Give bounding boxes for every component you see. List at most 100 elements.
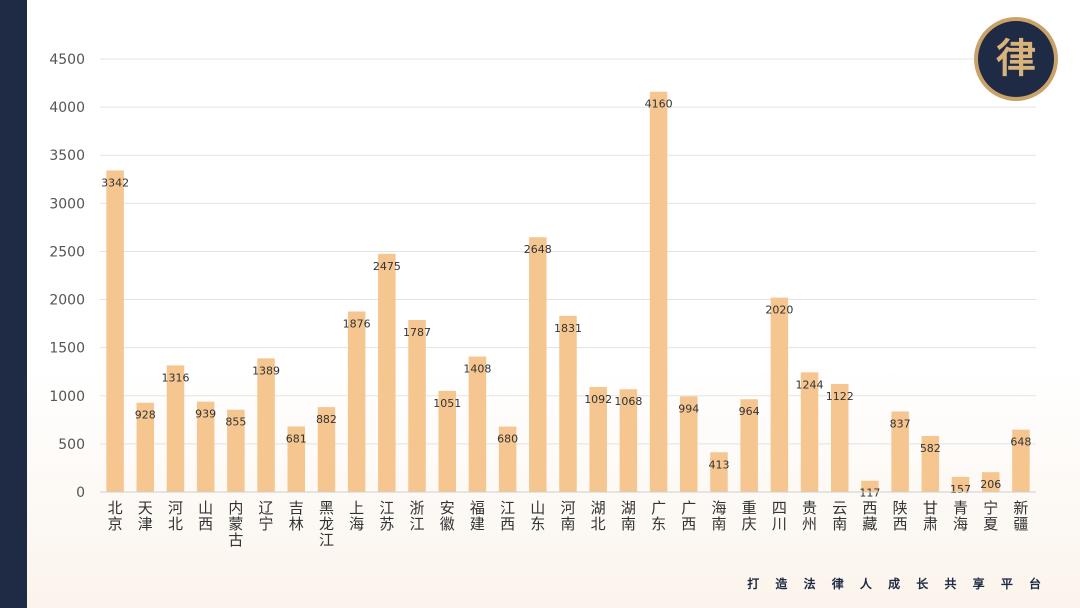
x-tick-label: 天津 bbox=[138, 499, 153, 533]
data-label: 1389 bbox=[252, 364, 280, 377]
data-label: 1068 bbox=[614, 395, 642, 408]
bar bbox=[770, 297, 789, 492]
y-tick-label: 2500 bbox=[49, 244, 85, 260]
x-tick-label: 浙江 bbox=[410, 499, 425, 533]
bar bbox=[1012, 429, 1030, 492]
bar bbox=[106, 170, 124, 492]
bar bbox=[981, 472, 1000, 492]
x-tick-label: 广西 bbox=[681, 499, 696, 533]
bar bbox=[951, 476, 970, 492]
y-tick-label: 3500 bbox=[49, 148, 85, 164]
bar bbox=[166, 365, 185, 492]
bar bbox=[438, 390, 456, 492]
x-tick-label: 江苏 bbox=[379, 499, 394, 533]
bar bbox=[287, 426, 306, 492]
bar bbox=[710, 452, 728, 492]
x-tick-label: 贵州 bbox=[802, 499, 817, 533]
x-tick-label: 陕西 bbox=[893, 499, 908, 533]
data-label: 1244 bbox=[796, 378, 824, 391]
x-tick-label: 山东 bbox=[530, 499, 545, 533]
data-label: 117 bbox=[859, 487, 880, 500]
x-tick-label: 吉林 bbox=[289, 499, 304, 533]
data-label: 1787 bbox=[403, 326, 431, 339]
x-tick-label: 宁夏 bbox=[983, 499, 998, 533]
x-tick-label: 黑龙江 bbox=[319, 499, 334, 549]
x-tick-label: 福建 bbox=[470, 499, 485, 533]
data-label: 939 bbox=[195, 408, 216, 421]
bar bbox=[529, 237, 547, 492]
data-label: 994 bbox=[678, 402, 699, 415]
data-label: 157 bbox=[950, 483, 971, 496]
x-tick-label: 重庆 bbox=[742, 499, 757, 533]
data-label: 413 bbox=[708, 458, 729, 471]
data-label: 206 bbox=[980, 478, 1001, 491]
data-label: 648 bbox=[1010, 436, 1031, 449]
x-tick-label: 新疆 bbox=[1013, 499, 1028, 533]
logo: 律 bbox=[974, 17, 1058, 101]
x-tick-label: 青海 bbox=[953, 499, 968, 533]
x-tick-label: 西藏 bbox=[862, 499, 877, 533]
data-label: 1876 bbox=[343, 317, 371, 330]
data-label: 837 bbox=[890, 417, 911, 430]
x-tick-label: 上海 bbox=[349, 499, 364, 533]
bar bbox=[559, 315, 577, 492]
data-label: 1122 bbox=[826, 390, 854, 403]
x-tick-label: 山西 bbox=[198, 499, 213, 533]
y-tick-label: 3000 bbox=[49, 196, 85, 212]
bar bbox=[408, 320, 426, 492]
bar bbox=[347, 311, 366, 492]
x-tick-label: 江西 bbox=[500, 499, 515, 533]
x-tick-label: 四川 bbox=[772, 499, 787, 533]
y-tick-label: 2000 bbox=[49, 293, 85, 309]
bar bbox=[740, 399, 758, 492]
law-firm-logo-icon: 律 bbox=[978, 21, 1054, 97]
x-tick-label: 安徽 bbox=[440, 499, 455, 533]
data-label: 1092 bbox=[584, 393, 612, 406]
y-tick-label: 1500 bbox=[49, 341, 85, 357]
x-tick-label: 河南 bbox=[560, 499, 575, 533]
bar bbox=[649, 91, 668, 493]
bar bbox=[619, 389, 638, 492]
data-label: 680 bbox=[497, 433, 518, 446]
slogan: 打 造 法 律 人 成 长 共 享 平 台 bbox=[747, 577, 1047, 591]
bar bbox=[891, 411, 909, 492]
bar bbox=[589, 386, 607, 492]
x-tick-label: 辽宁 bbox=[259, 499, 274, 533]
bar bbox=[378, 253, 396, 492]
data-label: 582 bbox=[920, 442, 941, 455]
bar bbox=[196, 401, 215, 492]
bar bbox=[800, 372, 819, 492]
x-tick-label: 北京 bbox=[108, 499, 123, 533]
left-accent-bar bbox=[0, 0, 27, 608]
data-label: 681 bbox=[286, 432, 307, 445]
x-tick-label: 广东 bbox=[651, 499, 666, 533]
bar bbox=[921, 435, 940, 492]
bar bbox=[498, 426, 517, 492]
bar bbox=[830, 384, 849, 492]
bar bbox=[680, 396, 698, 492]
data-label: 4160 bbox=[645, 98, 673, 111]
data-label: 2020 bbox=[765, 304, 793, 317]
y-tick-label: 4000 bbox=[49, 100, 85, 116]
bar bbox=[861, 480, 879, 492]
data-label: 855 bbox=[225, 416, 246, 429]
data-label: 928 bbox=[135, 409, 156, 422]
bar bbox=[257, 358, 275, 492]
x-tick-label: 内蒙古 bbox=[228, 499, 243, 549]
x-tick-label: 海南 bbox=[711, 499, 726, 533]
data-label: 1051 bbox=[433, 397, 461, 410]
y-tick-label: 1000 bbox=[49, 389, 85, 405]
y-tick-label: 500 bbox=[58, 437, 85, 453]
data-label: 1831 bbox=[554, 322, 582, 335]
data-label: 964 bbox=[739, 405, 760, 418]
x-tick-label: 甘肃 bbox=[923, 499, 938, 533]
x-tick-label: 河北 bbox=[168, 499, 183, 533]
data-label: 3342 bbox=[101, 176, 129, 189]
slide-background bbox=[27, 0, 1080, 608]
data-label: 1316 bbox=[161, 371, 189, 384]
data-label: 1408 bbox=[463, 363, 491, 376]
x-tick-label: 湖北 bbox=[591, 499, 606, 533]
y-tick-label: 4500 bbox=[49, 52, 85, 68]
bar bbox=[317, 407, 336, 492]
